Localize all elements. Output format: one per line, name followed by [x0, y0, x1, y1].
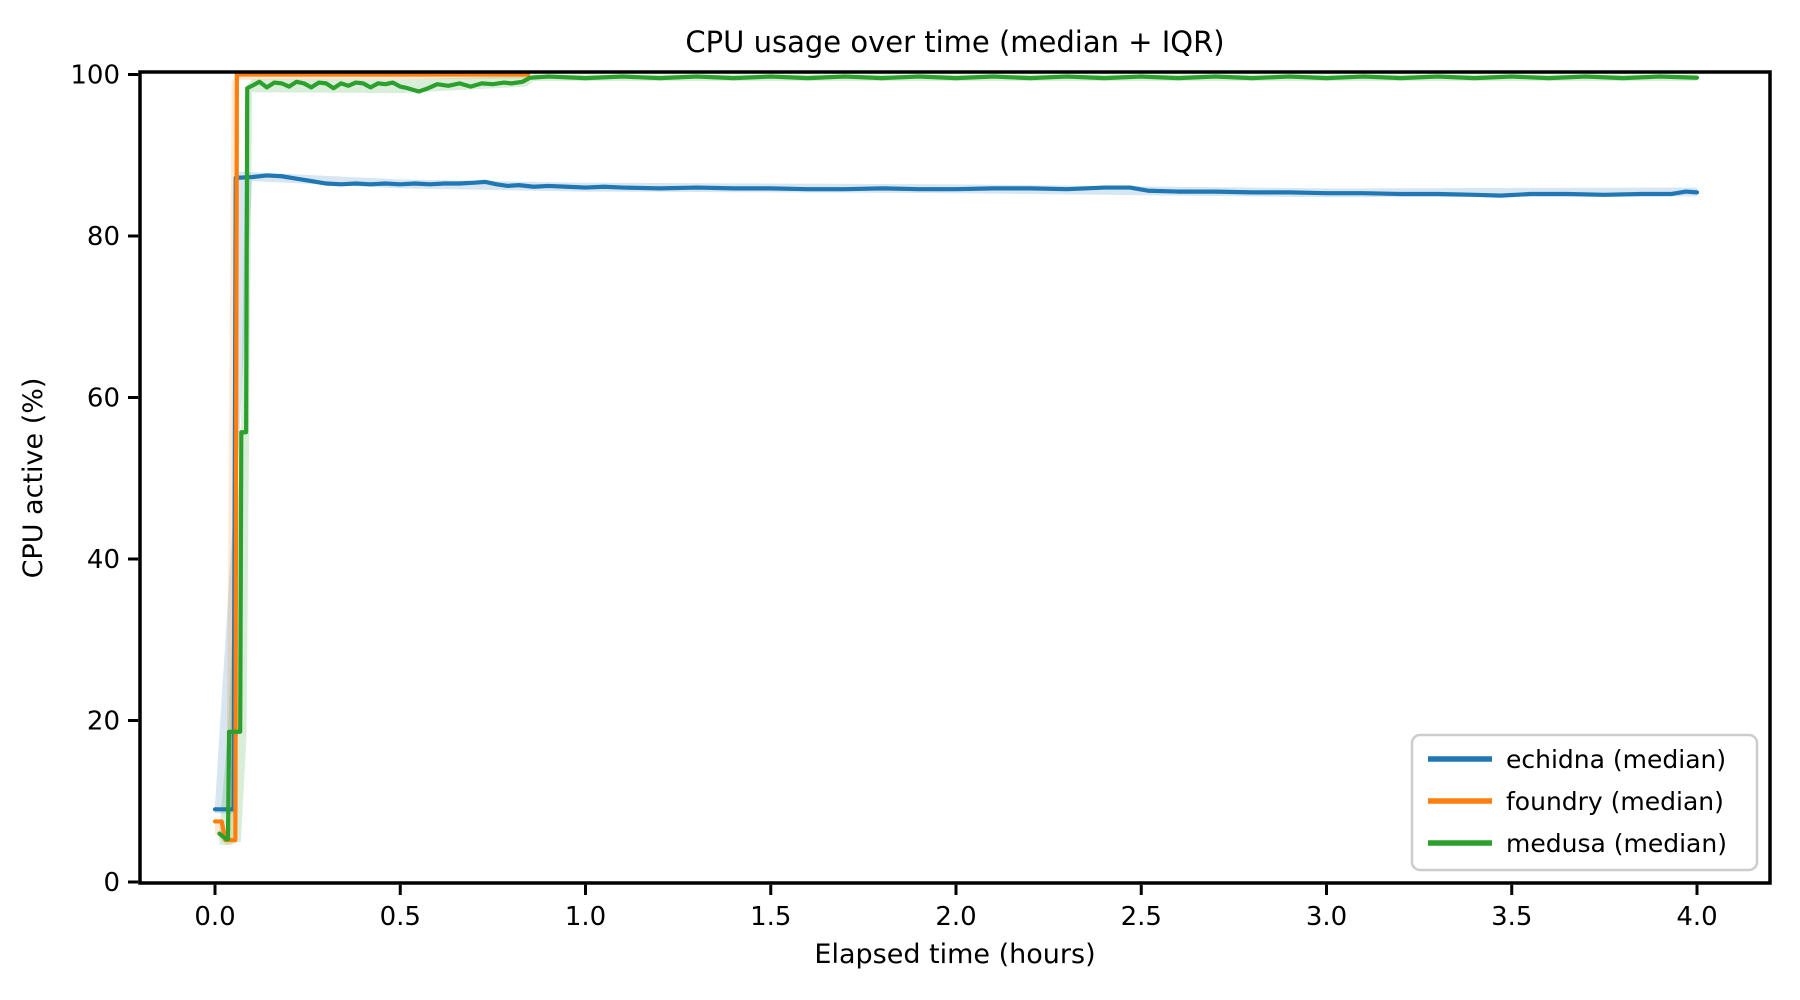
legend-box	[1410, 733, 1759, 872]
iqr-band-foundry	[215, 74, 529, 845]
plot-spines	[138, 70, 1772, 885]
x-tick-label: 2.5	[1121, 902, 1162, 932]
iqr-band-echidna	[215, 171, 1697, 814]
series-line-foundry	[212, 72, 531, 843]
chart-title: CPU usage over time (median + IQR)	[685, 25, 1224, 59]
x-axis-label: Elapsed time (hours)	[814, 939, 1095, 970]
legend-label-medusa: medusa (median)	[1506, 829, 1727, 858]
y-tick-label: 20	[87, 707, 120, 737]
legend-label-echidna: echidna (median)	[1506, 745, 1726, 774]
x-tick-label: 3.5	[1491, 902, 1532, 932]
legend-label-foundry: foundry (median)	[1506, 787, 1724, 816]
series-line-medusa	[217, 74, 1700, 842]
x-tick-label: 1.5	[750, 902, 791, 932]
x-tick-label: 2.0	[935, 902, 976, 932]
axes-layer: 0.0 0.5 1.0 1.5 2.0 2.5 3.0 3.5 4.0 0 20 40 60 80 100	[70, 61, 1772, 932]
y-tick-label: 40	[87, 545, 120, 575]
y-tick-label: 100	[70, 61, 120, 91]
series-line-echidna	[212, 173, 1700, 812]
x-tick-label: 0.5	[380, 902, 421, 932]
y-tick-label: 80	[87, 222, 120, 252]
x-tick-label: 0.0	[194, 902, 235, 932]
y-tick-label: 0	[103, 868, 120, 898]
legend: echidna (median) foundry (median) medusa (…	[1410, 733, 1759, 872]
x-tick-label: 4.0	[1676, 902, 1717, 932]
x-tick-label: 3.0	[1306, 902, 1347, 932]
y-axis-label: CPU active (%)	[18, 378, 49, 579]
x-tick-label: 1.0	[565, 902, 606, 932]
y-tick-label: 60	[87, 384, 120, 414]
series-lines-layer	[212, 72, 1700, 843]
